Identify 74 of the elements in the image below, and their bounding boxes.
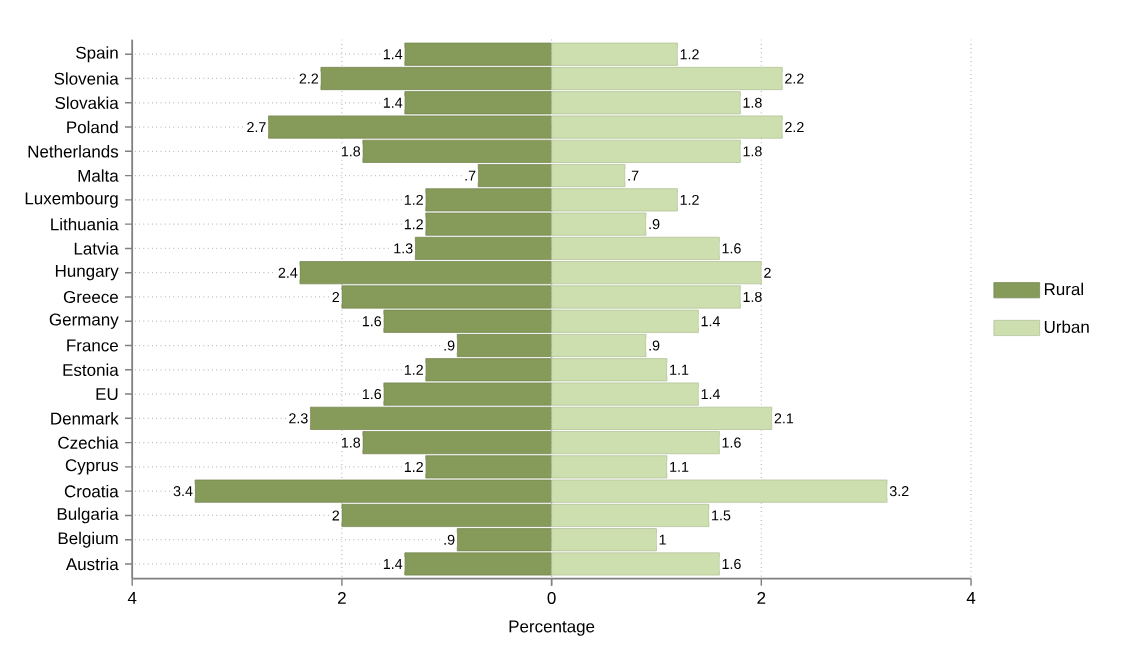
data-label: 1.6 <box>722 559 741 570</box>
data-label: 1.2 <box>680 49 699 60</box>
y-tick-label: France <box>67 339 118 352</box>
data-label: 1.2 <box>404 194 423 205</box>
y-tick-label: Cyprus <box>65 459 119 475</box>
data-label: 1.6 <box>722 437 741 448</box>
data-label: 2.4 <box>278 267 298 278</box>
y-tick-label: Greece <box>63 291 118 304</box>
data-label: .7 <box>628 170 639 181</box>
y-tick-label: Malta <box>78 169 119 182</box>
data-label: 1.6 <box>362 389 382 400</box>
y-tick-label: Belgium <box>58 531 118 548</box>
legend-label: Urban <box>1044 320 1089 334</box>
data-label: 1.2 <box>404 219 423 230</box>
x-tick-label: 2 <box>338 592 346 604</box>
data-label: 1.4 <box>701 389 721 400</box>
legend-label: Rural <box>1044 282 1083 296</box>
y-tick-label: Netherlands <box>28 145 119 158</box>
data-label: 1.3 <box>394 243 413 254</box>
data-label: 2.2 <box>785 122 804 133</box>
data-label: 2 <box>332 510 340 521</box>
y-tick-label: Bulgaria <box>57 507 119 524</box>
y-tick-label: Denmark <box>51 412 119 425</box>
y-tick-label: Slovakia <box>55 96 119 110</box>
data-label: 1.8 <box>743 292 762 303</box>
data-label: .9 <box>649 219 660 230</box>
data-label: 1.8 <box>743 146 762 157</box>
data-label: .7 <box>465 170 476 181</box>
data-label: 1.8 <box>341 437 361 448</box>
data-label: 2 <box>764 267 771 278</box>
data-label: 2.2 <box>785 73 804 84</box>
data-label: 2 <box>332 292 340 303</box>
y-tick-label: Lithuania <box>51 218 119 231</box>
data-label: 1.2 <box>404 364 423 375</box>
x-tick-label: 0 <box>547 592 556 605</box>
y-tick-label: Poland <box>67 120 118 134</box>
data-label: 1.4 <box>383 49 403 60</box>
data-label: 1.6 <box>722 243 741 254</box>
data-label: .9 <box>444 534 455 545</box>
data-label: 2.3 <box>289 413 308 424</box>
y-tick-label: Slovenia <box>54 72 119 85</box>
x-tick-label: 4 <box>966 592 976 604</box>
data-label: 1.4 <box>383 97 403 108</box>
data-label: 1.4 <box>383 559 403 569</box>
data-label: .9 <box>649 340 660 351</box>
data-label: 1.8 <box>341 146 361 157</box>
y-tick-label: Luxembourg <box>25 192 118 208</box>
data-label: 1.2 <box>680 194 699 205</box>
data-label: 1.4 <box>701 316 721 327</box>
y-tick-label: Hungary <box>55 265 119 281</box>
data-label: 1.8 <box>743 97 762 108</box>
y-tick-label: EU <box>96 388 118 401</box>
data-label: 2.2 <box>299 73 319 84</box>
data-label: 1.2 <box>404 461 423 472</box>
data-label: .9 <box>444 340 455 351</box>
y-tick-label: Czechia <box>58 436 119 449</box>
x-tick-label: 2 <box>757 592 766 604</box>
data-label: 3.4 <box>173 486 193 497</box>
x-tick-label: 4 <box>127 592 137 604</box>
data-label: 2.1 <box>774 413 794 424</box>
data-label: 1.6 <box>362 316 382 327</box>
data-label: 1.1 <box>670 462 689 472</box>
y-tick-label: Latvia <box>74 242 119 255</box>
y-tick-label: Germany <box>49 313 119 330</box>
y-tick-label: Spain <box>76 46 118 63</box>
data-label: 1 <box>659 534 666 545</box>
y-tick-label: Austria <box>65 557 119 571</box>
data-label: 3.2 <box>889 486 909 497</box>
data-label: 1.5 <box>712 510 731 521</box>
y-tick-label: Estonia <box>63 363 119 377</box>
data-label: 1.1 <box>670 364 689 375</box>
x-axis-title: Percentage <box>509 620 595 636</box>
y-tick-label: Croatia <box>64 485 119 498</box>
data-label: 2.7 <box>247 122 266 133</box>
